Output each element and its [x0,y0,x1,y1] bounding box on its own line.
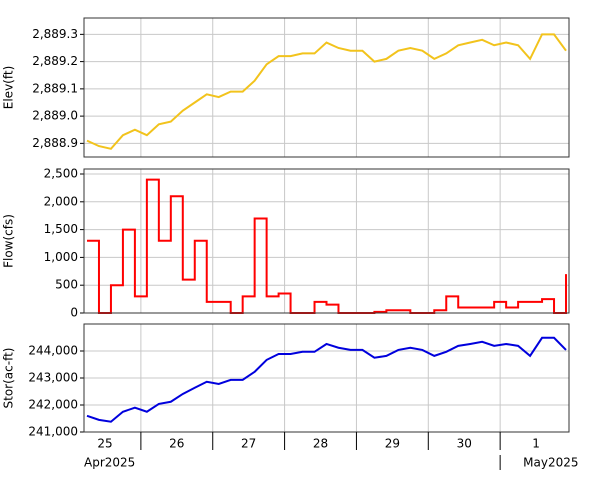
y-axis-label: Stor(ac-ft) [2,348,16,409]
y-tick-label: 2,889.3 [32,27,78,41]
x-tick-label: 28 [313,437,328,451]
month-label: May2025 [523,456,578,470]
plot-frame [83,168,570,314]
y-tick-label: 1,000 [44,250,78,264]
x-tick-label: 1 [532,437,540,451]
y-tick-label: 0 [70,306,78,320]
x-tick-label: 29 [385,437,400,451]
data-line [86,336,567,423]
y-tick-label: 2,500 [44,167,78,181]
month-label: Apr2025 [84,456,135,470]
y-axis-label: Flow(cfs) [2,214,16,268]
x-tick-label: 30 [457,437,472,451]
y-tick-label: 2,889.1 [32,81,78,95]
y-tick-label: 243,000 [28,371,78,385]
data-line [86,33,567,150]
y-tick-label: 1,500 [44,222,78,236]
x-tick-label: 26 [169,437,184,451]
y-tick-label: 2,889.0 [32,109,78,123]
y-tick-label: 241,000 [28,425,78,439]
y-tick-label: 500 [55,278,78,292]
plot-frame [83,323,570,433]
y-tick-label: 2,888.9 [32,136,78,150]
x-tick-label: 25 [97,437,112,451]
data-line [86,178,568,314]
y-tick-label: 244,000 [28,344,78,358]
plot-frame [83,17,570,158]
y-tick-label: 2,889.2 [32,54,78,68]
y-tick-label: 242,000 [28,398,78,412]
y-axis-label: Elev(ft) [2,66,16,109]
y-tick-label: 2,000 [44,194,78,208]
x-tick-label: 27 [241,437,256,451]
